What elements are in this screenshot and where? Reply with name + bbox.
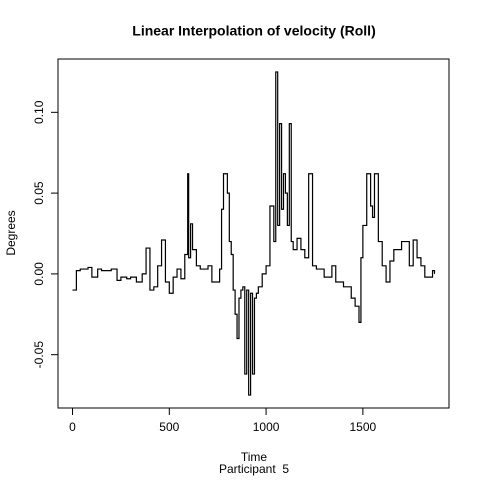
- x-tick-label: 1500: [350, 420, 377, 434]
- y-tick-label: -0.05: [32, 341, 46, 369]
- y-tick-label: 0.05: [32, 181, 46, 205]
- plot-box: [57, 58, 450, 409]
- chart-title: Linear Interpolation of velocity (Roll): [132, 23, 375, 39]
- x-tick-label: 500: [159, 420, 179, 434]
- subtitle: Participant 5: [219, 462, 289, 476]
- data-line: [72, 71, 436, 396]
- y-axis-label: Degrees: [4, 210, 18, 255]
- x-tick-label: 0: [69, 420, 76, 434]
- x-axis-label: Time: [241, 450, 268, 464]
- y-tick-label: 0.10: [32, 100, 46, 124]
- x-tick-label: 1000: [253, 420, 280, 434]
- y-tick-label: 0.00: [32, 262, 46, 286]
